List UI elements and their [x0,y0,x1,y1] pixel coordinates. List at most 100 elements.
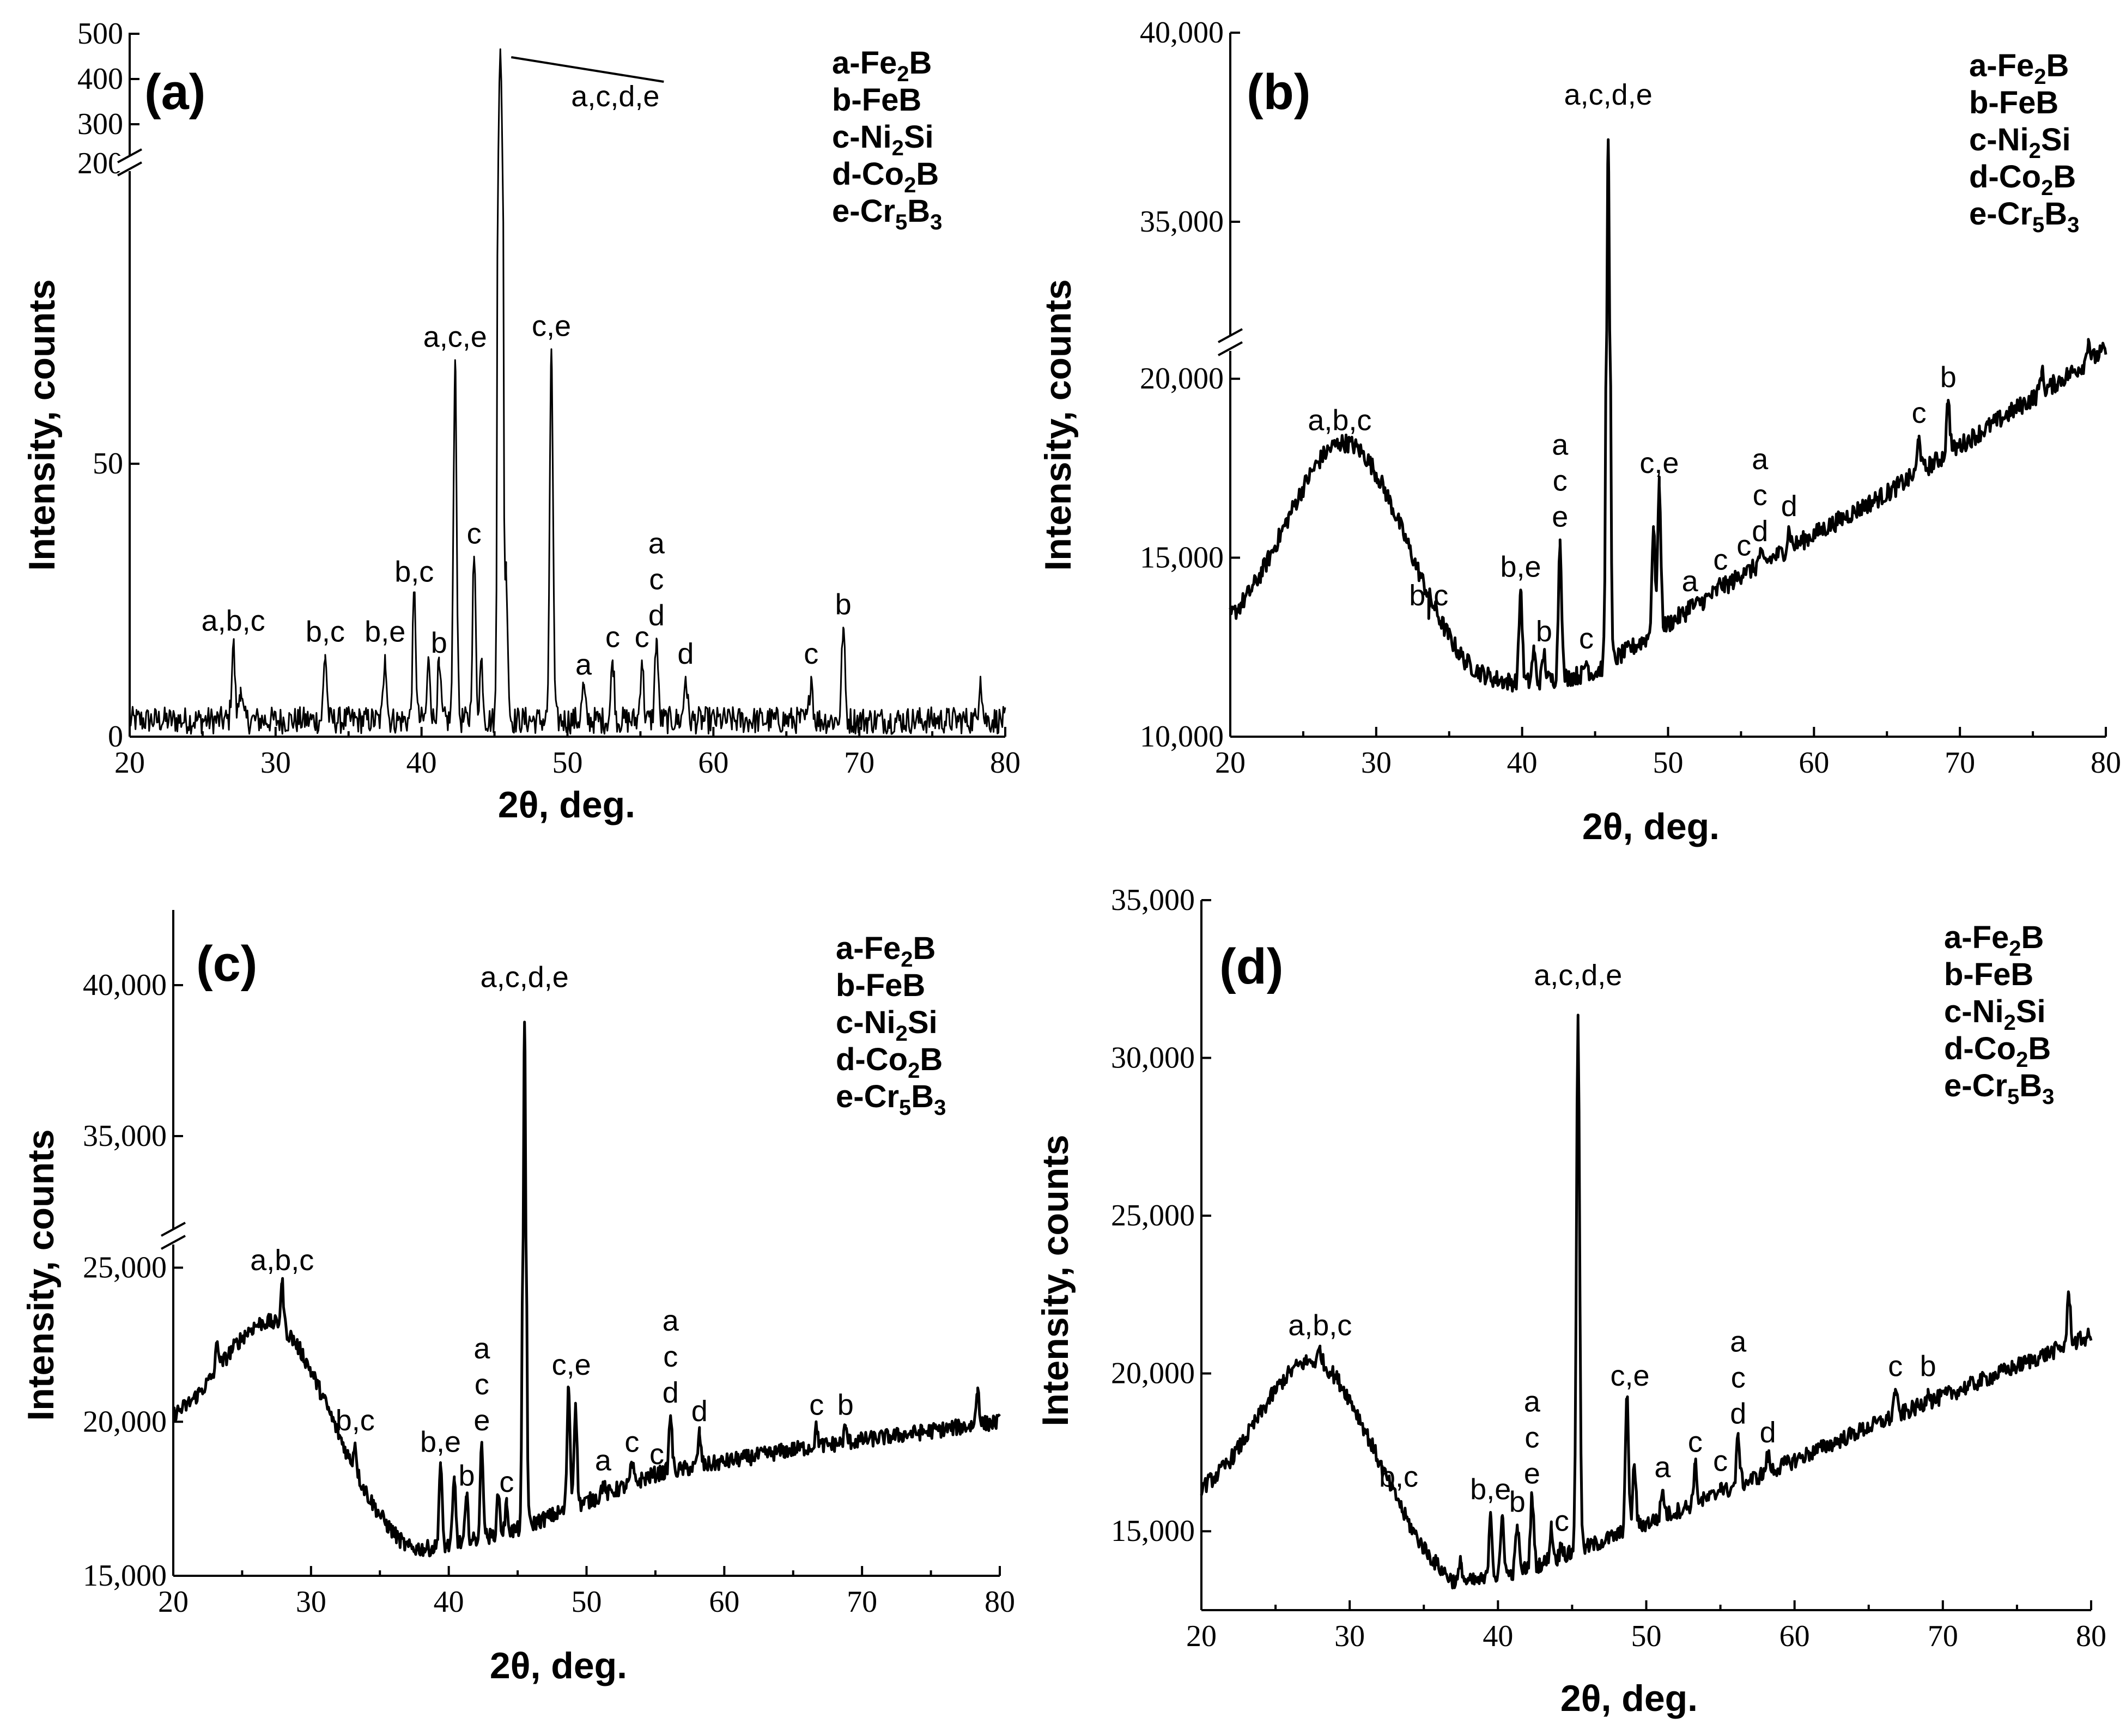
peak-label: c [1736,529,1751,562]
x-tick-label: 50 [572,1585,602,1619]
x-tick-label: 30 [260,746,291,780]
x-tick-label: 20 [158,1585,189,1619]
peak-label: a,b,c [1308,404,1371,436]
peak-label: c [624,1425,639,1458]
panel-b-ticks: 20 30 40 50 60 70 80 10,000 15,000 20,000 35,000 40… [1140,16,2121,780]
panel-c-ylabel: Intensity, counts [20,1129,62,1421]
panel-b-letter: (b) [1247,64,1310,120]
peak-label: c [499,1466,514,1498]
peak-label: b,c [1379,1460,1418,1493]
peak-label: a [1524,1386,1541,1418]
y-tick-label: 20,000 [1140,362,1224,396]
y-tick-label: 300 [77,107,123,141]
legend-item-c: c-Ni2Si [1969,122,2071,163]
peak-label: d [1760,1416,1776,1449]
peak-label: a [1682,565,1699,598]
peak-label: c,e [1639,447,1679,479]
peak-label: c [1731,1361,1746,1394]
peak-label: c [1579,622,1594,655]
peak-label: d [648,599,665,632]
peak-label: a [595,1444,612,1477]
peak-label: c,e [532,310,571,343]
panel-a-plot [129,48,1006,735]
legend-item-b: b-FeB [836,968,925,1003]
y-tick-label: 0 [108,720,123,754]
peak-label: a,b,c [250,1244,314,1277]
y-tick-label: 50 [93,447,123,481]
legend-item-e: e-Cr5B3 [1969,196,2079,237]
peak-label: c [1753,479,1767,512]
x-tick-label: 60 [1799,746,1829,780]
peak-label: a,b,c [202,605,265,638]
x-tick-label: 50 [1631,1619,1662,1653]
peak-label: c [1888,1350,1903,1383]
peak-label: b,e [420,1425,461,1458]
legend-item-c: c-Ni2Si [832,119,934,160]
x-tick-label: 20 [114,746,145,780]
x-tick-label: 80 [985,1585,1015,1619]
peak-label: a,c,e [423,321,487,354]
x-tick-label: 60 [709,1585,739,1619]
peak-label: a [1654,1451,1671,1484]
peak-label: c,e [1611,1359,1650,1392]
peak-label: a [1730,1325,1747,1358]
peak-label: c [635,621,649,654]
peak-label: c [809,1389,824,1422]
x-tick-label: 30 [1361,746,1392,780]
axis-break-mark [1218,328,1243,343]
legend-item-d: d-Co2B [1969,159,2076,200]
peak-label: c [1524,1422,1539,1454]
peak-label: b,c [394,556,434,588]
peak-label: c [1713,1444,1728,1477]
y-tick-label: 15,000 [83,1559,167,1593]
peak-label: c [467,517,482,550]
peak-label: b,c [306,616,345,648]
diffraction-trace [129,48,1006,735]
peak-label: a,b,c [1288,1309,1352,1342]
legend-item-d: d-Co2B [832,156,939,197]
peak-label: c [605,621,620,654]
diffraction-trace [1200,1013,2093,1589]
diffraction-trace [1229,138,2107,693]
peak-label: e [473,1404,490,1437]
y-tick-label: 20,000 [83,1405,167,1438]
legend-item-b: b-FeB [832,82,921,118]
y-tick-label: 200 [77,147,123,180]
peak-label: c [1553,465,1568,497]
legend-item-d: d-Co2B [1944,1031,2051,1072]
peak-label: b,e [1470,1473,1511,1506]
y-tick-label: 35,000 [1140,205,1224,239]
x-tick-label: 70 [844,746,874,780]
y-tick-label: 40,000 [1140,16,1224,50]
axis-break-mark [117,161,142,177]
legend-item-e: e-Cr5B3 [1944,1068,2054,1109]
y-tick-label: 40,000 [83,968,167,1002]
peak-label: a,c,d,e [1534,959,1622,992]
peak-label: c,e [552,1349,591,1381]
peak-label: c [663,1340,678,1373]
peak-label: c [649,563,664,596]
peak-label: c [1554,1504,1569,1537]
y-tick-label: 15,000 [1111,1514,1195,1548]
panel-a-xlabel: 2θ, deg. [498,784,635,825]
x-tick-label: 70 [1945,746,1975,780]
y-tick-label: 10,000 [1140,720,1224,754]
peak-label: b [459,1460,475,1492]
legend-item-a: a-Fe2B [1944,920,2044,961]
diffraction-trace [172,1021,1001,1558]
peak-label: d [1752,515,1768,548]
peak-label: e [1552,501,1568,533]
x-tick-label: 50 [1653,746,1684,780]
y-tick-label: 35,000 [1111,883,1195,917]
peak-label: c [1713,544,1728,576]
x-tick-label: 40 [434,1585,464,1619]
peak-label: e [1524,1458,1540,1490]
peak-label: a [1552,429,1569,462]
x-tick-label: 40 [1507,746,1538,780]
x-tick-label: 60 [1779,1619,1810,1653]
x-tick-label: 40 [1483,1619,1513,1653]
